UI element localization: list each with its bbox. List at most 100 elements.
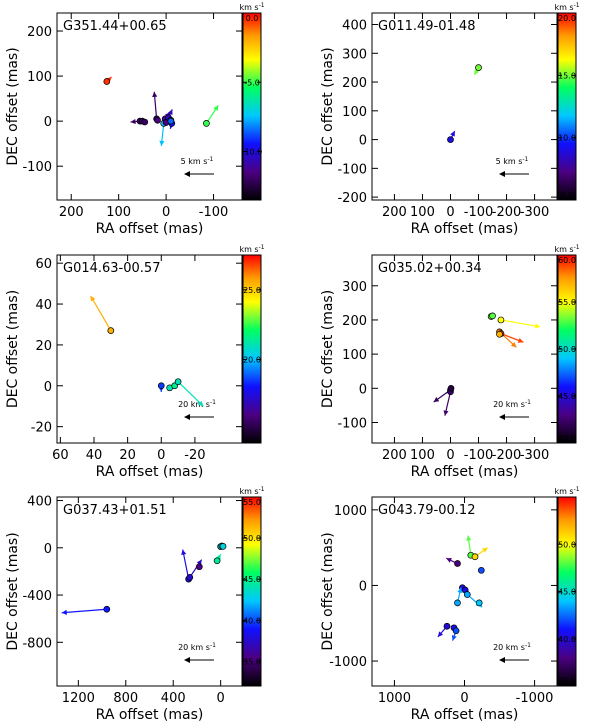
x-tick-label: 0 [446, 205, 454, 220]
colorbar-tick-label: 60.0 [558, 256, 576, 265]
motion-vector [182, 549, 190, 580]
x-tick-label: -200 [492, 205, 522, 220]
motion-arrowhead [181, 549, 187, 555]
colorbar-unit: km s-1 [239, 244, 264, 254]
colorbar-tick-label: 35.0 [243, 657, 261, 666]
motion-vector [500, 319, 541, 328]
colorbar-tick-label: 25.0 [243, 286, 261, 295]
y-axis-label: DEC offset (mas) [320, 47, 336, 165]
x-tick-label: 200 [382, 205, 407, 220]
maser-spot [195, 563, 203, 571]
panel-title: G037.43+01.51 [63, 503, 167, 518]
x-axis-label: RA offset (mas) [96, 464, 204, 480]
colorbar-tick-label: 50.0 [558, 540, 576, 549]
motion-arrowhead [152, 91, 158, 98]
y-tick-label: -100 [22, 160, 52, 175]
panel-title: G011.49-01.48 [378, 19, 475, 34]
motion-vector [90, 295, 112, 331]
x-tick-label: 800 [113, 691, 138, 706]
x-tick-label: 200 [382, 448, 407, 463]
reference-arrow-label: 20 km s-1 [493, 399, 531, 409]
y-tick-label: 300 [342, 47, 367, 62]
maser-spot [454, 560, 461, 567]
colorbar-tick-label: 50.0 [558, 345, 576, 354]
y-axis-label: DEC offset (mas) [5, 290, 21, 408]
y-tick-label: 20 [35, 339, 52, 354]
x-axis-label: RA offset (mas) [411, 221, 519, 237]
colorbar-tick-label: 45.0 [558, 588, 576, 597]
y-tick-label: 0 [359, 382, 367, 397]
y-tick-label: -200 [337, 191, 367, 206]
colorbar-tick-label: 45.0 [558, 392, 576, 401]
reference-arrow-label: 20 km s-1 [178, 642, 216, 652]
colorbar-tick-label: 55.0 [243, 498, 261, 507]
x-tick-label: 0 [460, 691, 468, 706]
colorbar-tick-label: 20.0 [243, 355, 261, 364]
maser-spot [157, 382, 165, 390]
y-tick-label: -100 [337, 416, 367, 431]
y-tick-label: -400 [22, 589, 52, 604]
colorbar [242, 496, 262, 687]
y-tick-label: -20 [31, 421, 52, 436]
motion-arrowhead [159, 140, 165, 146]
motion-arrowhead [197, 400, 204, 407]
motion-arrowhead [446, 558, 452, 563]
panel-title: G014.63-00.57 [63, 261, 160, 276]
reference-arrow-label: 5 km s-1 [496, 156, 529, 166]
colorbar-unit: km s-1 [554, 486, 579, 496]
panel-1: 200 100 0 -100 -100 0 100 200 RA offset (mas) DEC… [5, 2, 265, 237]
reference-arrow-label: 20 km s-1 [493, 642, 531, 652]
y-axis-label: DEC offset (mas) [320, 290, 336, 408]
x-tick-label: 100 [410, 448, 435, 463]
maser-spot [447, 384, 455, 392]
motion-arrowhead [474, 69, 480, 75]
plot-frame [56, 12, 243, 201]
motion-arrowhead [433, 396, 440, 402]
maser-spot [203, 120, 210, 127]
motion-arrowhead [437, 631, 444, 637]
colorbar-tick-label: -10.0 [242, 148, 263, 157]
panel-2: 200 100 0 -100-200-300-200-1000100200300400… [320, 2, 580, 237]
maser-spot [497, 316, 505, 324]
colorbar [242, 12, 262, 201]
maser-spot [475, 599, 483, 607]
y-tick-label: 60 [35, 257, 52, 272]
y-tick-label: 200 [342, 314, 367, 329]
y-tick-label: 400 [342, 19, 367, 34]
y-axis-label: DEC offset (mas) [5, 47, 21, 165]
maser-spot [186, 573, 194, 581]
motion-arrowhead [167, 109, 173, 116]
x-tick-label: -100 [464, 448, 494, 463]
x-tick-label: 0 [157, 448, 165, 463]
y-tick-label: 0 [359, 134, 367, 149]
x-tick-label: 0 [446, 448, 454, 463]
x-axis-label: RA offset (mas) [96, 221, 204, 237]
x-tick-label: 100 [410, 205, 435, 220]
motion-arrowhead [213, 105, 219, 111]
maser-spot [107, 327, 115, 334]
y-tick-label: 100 [342, 348, 367, 363]
motion-arrowhead [443, 410, 449, 416]
colorbar [557, 12, 577, 201]
motion-arrowhead [130, 118, 136, 125]
y-tick-label: 100 [342, 105, 367, 120]
x-tick-label: 1000 [378, 691, 411, 706]
x-tick-label: -20 [184, 448, 205, 463]
y-axis-label: DEC offset (mas) [5, 532, 21, 650]
y-tick-label: 0 [44, 542, 52, 557]
y-tick-label: 0 [359, 579, 367, 594]
x-axis-label: RA offset (mas) [411, 464, 519, 480]
x-tick-label: 40 [86, 448, 103, 463]
colorbar-tick-label: 5.0 [561, 191, 574, 200]
motion-arrowhead [517, 337, 524, 343]
reference-arrow-label: 5 km s-1 [181, 156, 214, 166]
x-tick-label: -100 [199, 205, 229, 220]
reference-arrowhead [184, 657, 190, 663]
y-tick-label: 100 [27, 70, 52, 85]
y-tick-label: 0 [44, 115, 52, 130]
maser-spot [213, 557, 221, 565]
colorbar-unit: km s-1 [554, 2, 579, 12]
maser-spot [452, 627, 460, 635]
